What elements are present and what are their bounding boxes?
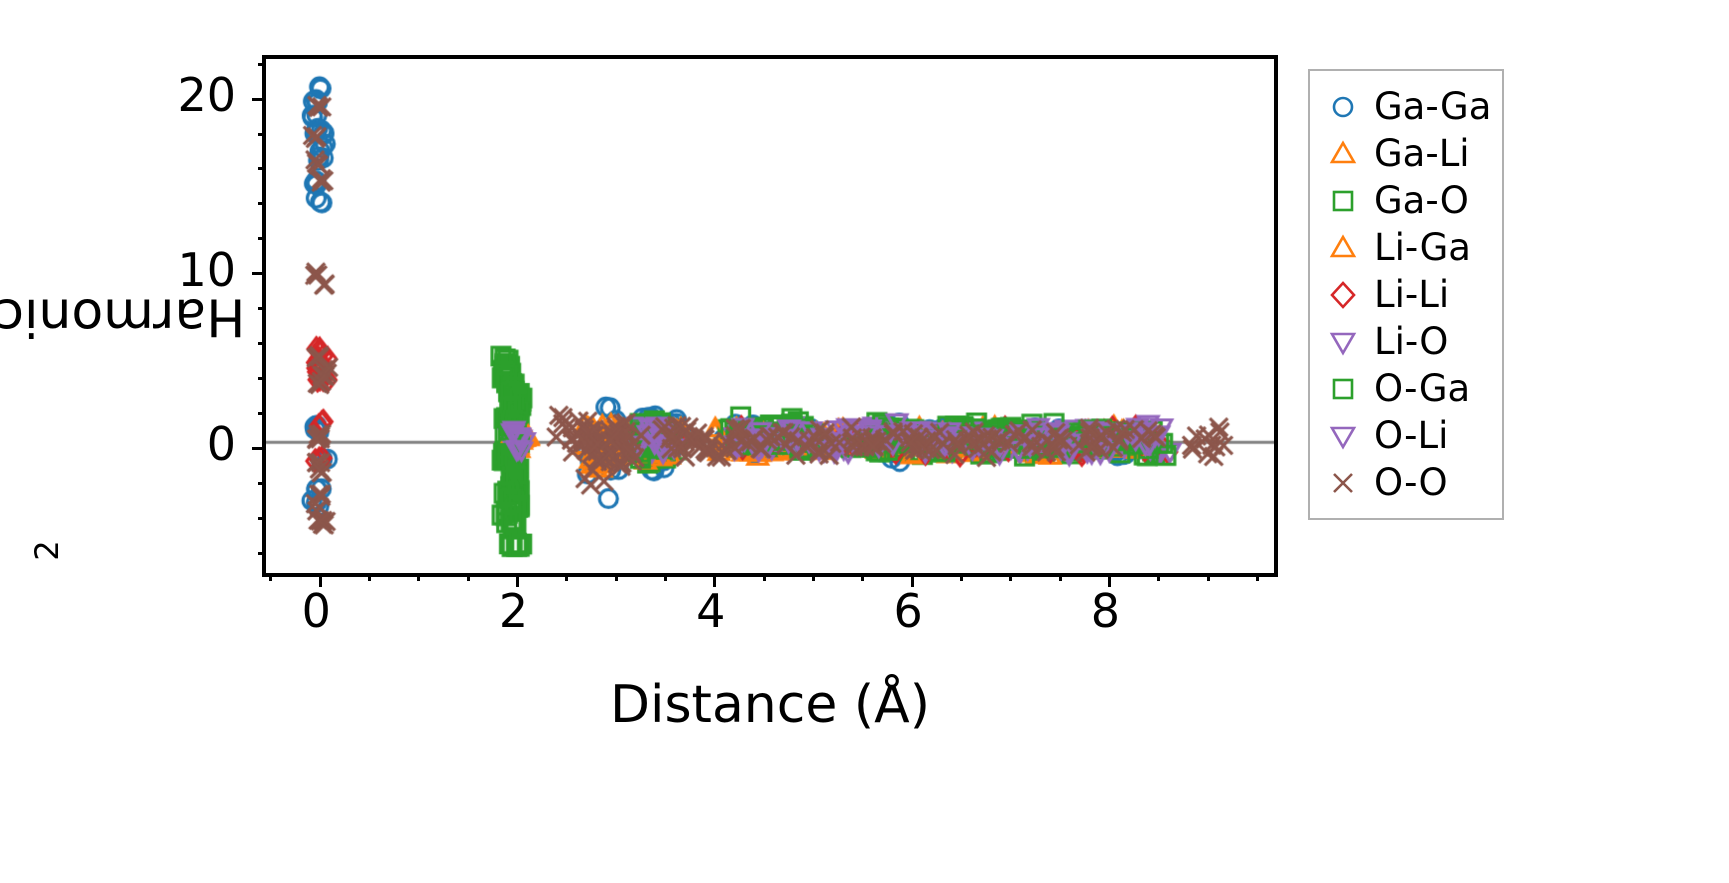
x-axis-tick-label: 4 (696, 584, 726, 638)
x-axis-minor-tick (269, 573, 273, 581)
triangle-down-marker-icon (1320, 320, 1366, 364)
y-axis-label-exponent: 2 (27, 540, 66, 562)
x-axis-label-text: Distance (Å) (609, 675, 931, 735)
x-axis-minor-tick (1009, 573, 1013, 581)
y-axis-label: Harmonic FC (eV/Å2) (0, 55, 365, 577)
y-axis-tick-label: 10 (177, 242, 236, 297)
diamond-marker-icon (1320, 273, 1366, 317)
legend-item-label: Ga-Li (1374, 132, 1470, 175)
triangle-up-marker-icon (1320, 226, 1366, 270)
legend-item-ga-li[interactable]: Ga-Li (1320, 130, 1492, 177)
x-axis-label: Distance (Å) (262, 675, 1278, 736)
y-axis-minor-tick (258, 167, 266, 171)
y-axis-major-tick (252, 272, 266, 276)
x-axis-tick-label: 6 (893, 584, 923, 638)
x-marker-icon (1320, 461, 1366, 505)
legend-item-ga-o[interactable]: Ga-O (1320, 177, 1492, 224)
x-axis-minor-tick (663, 573, 667, 581)
legend-item-li-o[interactable]: Li-O (1320, 318, 1492, 365)
y-axis-minor-tick (258, 307, 266, 311)
legend-item-label: O-Ga (1374, 367, 1471, 410)
legend-item-li-li[interactable]: Li-Li (1320, 271, 1492, 318)
circle-marker-icon (1320, 85, 1366, 129)
x-axis-minor-tick (1255, 573, 1259, 581)
square-marker-icon (1320, 367, 1366, 411)
x-axis-minor-tick (417, 573, 421, 581)
x-axis-tick-label: 2 (498, 584, 529, 638)
triangle-down-marker-icon (1320, 414, 1366, 458)
y-axis-minor-tick (258, 411, 266, 415)
legend-item-label: O-O (1374, 461, 1448, 504)
y-axis-tick-label: 20 (177, 68, 236, 123)
y-axis-minor-tick (258, 481, 266, 485)
legend-item-label: O-Li (1374, 414, 1449, 457)
legend-item-label: Ga-Ga (1374, 85, 1492, 128)
y-axis-major-tick (252, 446, 266, 450)
x-axis-minor-tick (811, 573, 815, 581)
x-axis-minor-tick (861, 573, 865, 581)
x-axis-major-tick (910, 573, 914, 587)
x-axis-major-tick (1107, 573, 1111, 587)
y-axis-major-tick (252, 97, 266, 101)
x-axis-minor-tick (466, 573, 470, 581)
x-axis-minor-tick (1058, 573, 1062, 581)
triangle-up-marker-icon (1320, 132, 1366, 176)
legend-item-label: Ga-O (1374, 179, 1469, 222)
x-axis-minor-tick (368, 573, 372, 581)
y-axis-tick-label: 0 (206, 417, 236, 472)
x-axis-major-tick (318, 573, 322, 587)
legend-item-li-ga[interactable]: Li-Ga (1320, 224, 1492, 271)
y-axis-minor-tick (258, 516, 266, 520)
legend-item-label: Li-Li (1374, 273, 1450, 316)
x-axis-major-tick (516, 573, 520, 587)
x-axis-minor-tick (1157, 573, 1161, 581)
y-axis-minor-tick (258, 202, 266, 206)
legend-item-label: Li-Ga (1374, 226, 1471, 269)
legend-item-o-o[interactable]: O-O (1320, 459, 1492, 506)
x-axis-minor-tick (1206, 573, 1210, 581)
y-axis-minor-tick (258, 62, 266, 66)
x-axis-tick-label: 8 (1090, 584, 1121, 638)
y-axis-minor-tick (258, 132, 266, 136)
plot-axes (252, 55, 1278, 587)
legend-item-o-li[interactable]: O-Li (1320, 412, 1492, 459)
x-axis-minor-tick (614, 573, 618, 581)
y-axis-minor-tick (258, 376, 266, 380)
legend-item-label: Li-O (1374, 320, 1449, 363)
y-axis-minor-tick (258, 237, 266, 241)
x-axis-tick-label: 0 (301, 584, 331, 638)
scatter-canvas (266, 59, 1274, 573)
x-axis-minor-tick (959, 573, 963, 581)
y-axis-minor-tick (258, 342, 266, 346)
chart-legend: Ga-Ga Ga-Li Ga-O Li-Ga Li-Li Li-O O-Ga O-Li O-O (1308, 69, 1504, 520)
square-marker-icon (1320, 179, 1366, 223)
x-axis-minor-tick (762, 573, 766, 581)
legend-item-o-ga[interactable]: O-Ga (1320, 365, 1492, 412)
x-axis-major-tick (713, 573, 717, 587)
y-axis-minor-tick (258, 551, 266, 555)
legend-item-ga-ga[interactable]: Ga-Ga (1320, 83, 1492, 130)
x-axis-minor-tick (565, 573, 569, 581)
